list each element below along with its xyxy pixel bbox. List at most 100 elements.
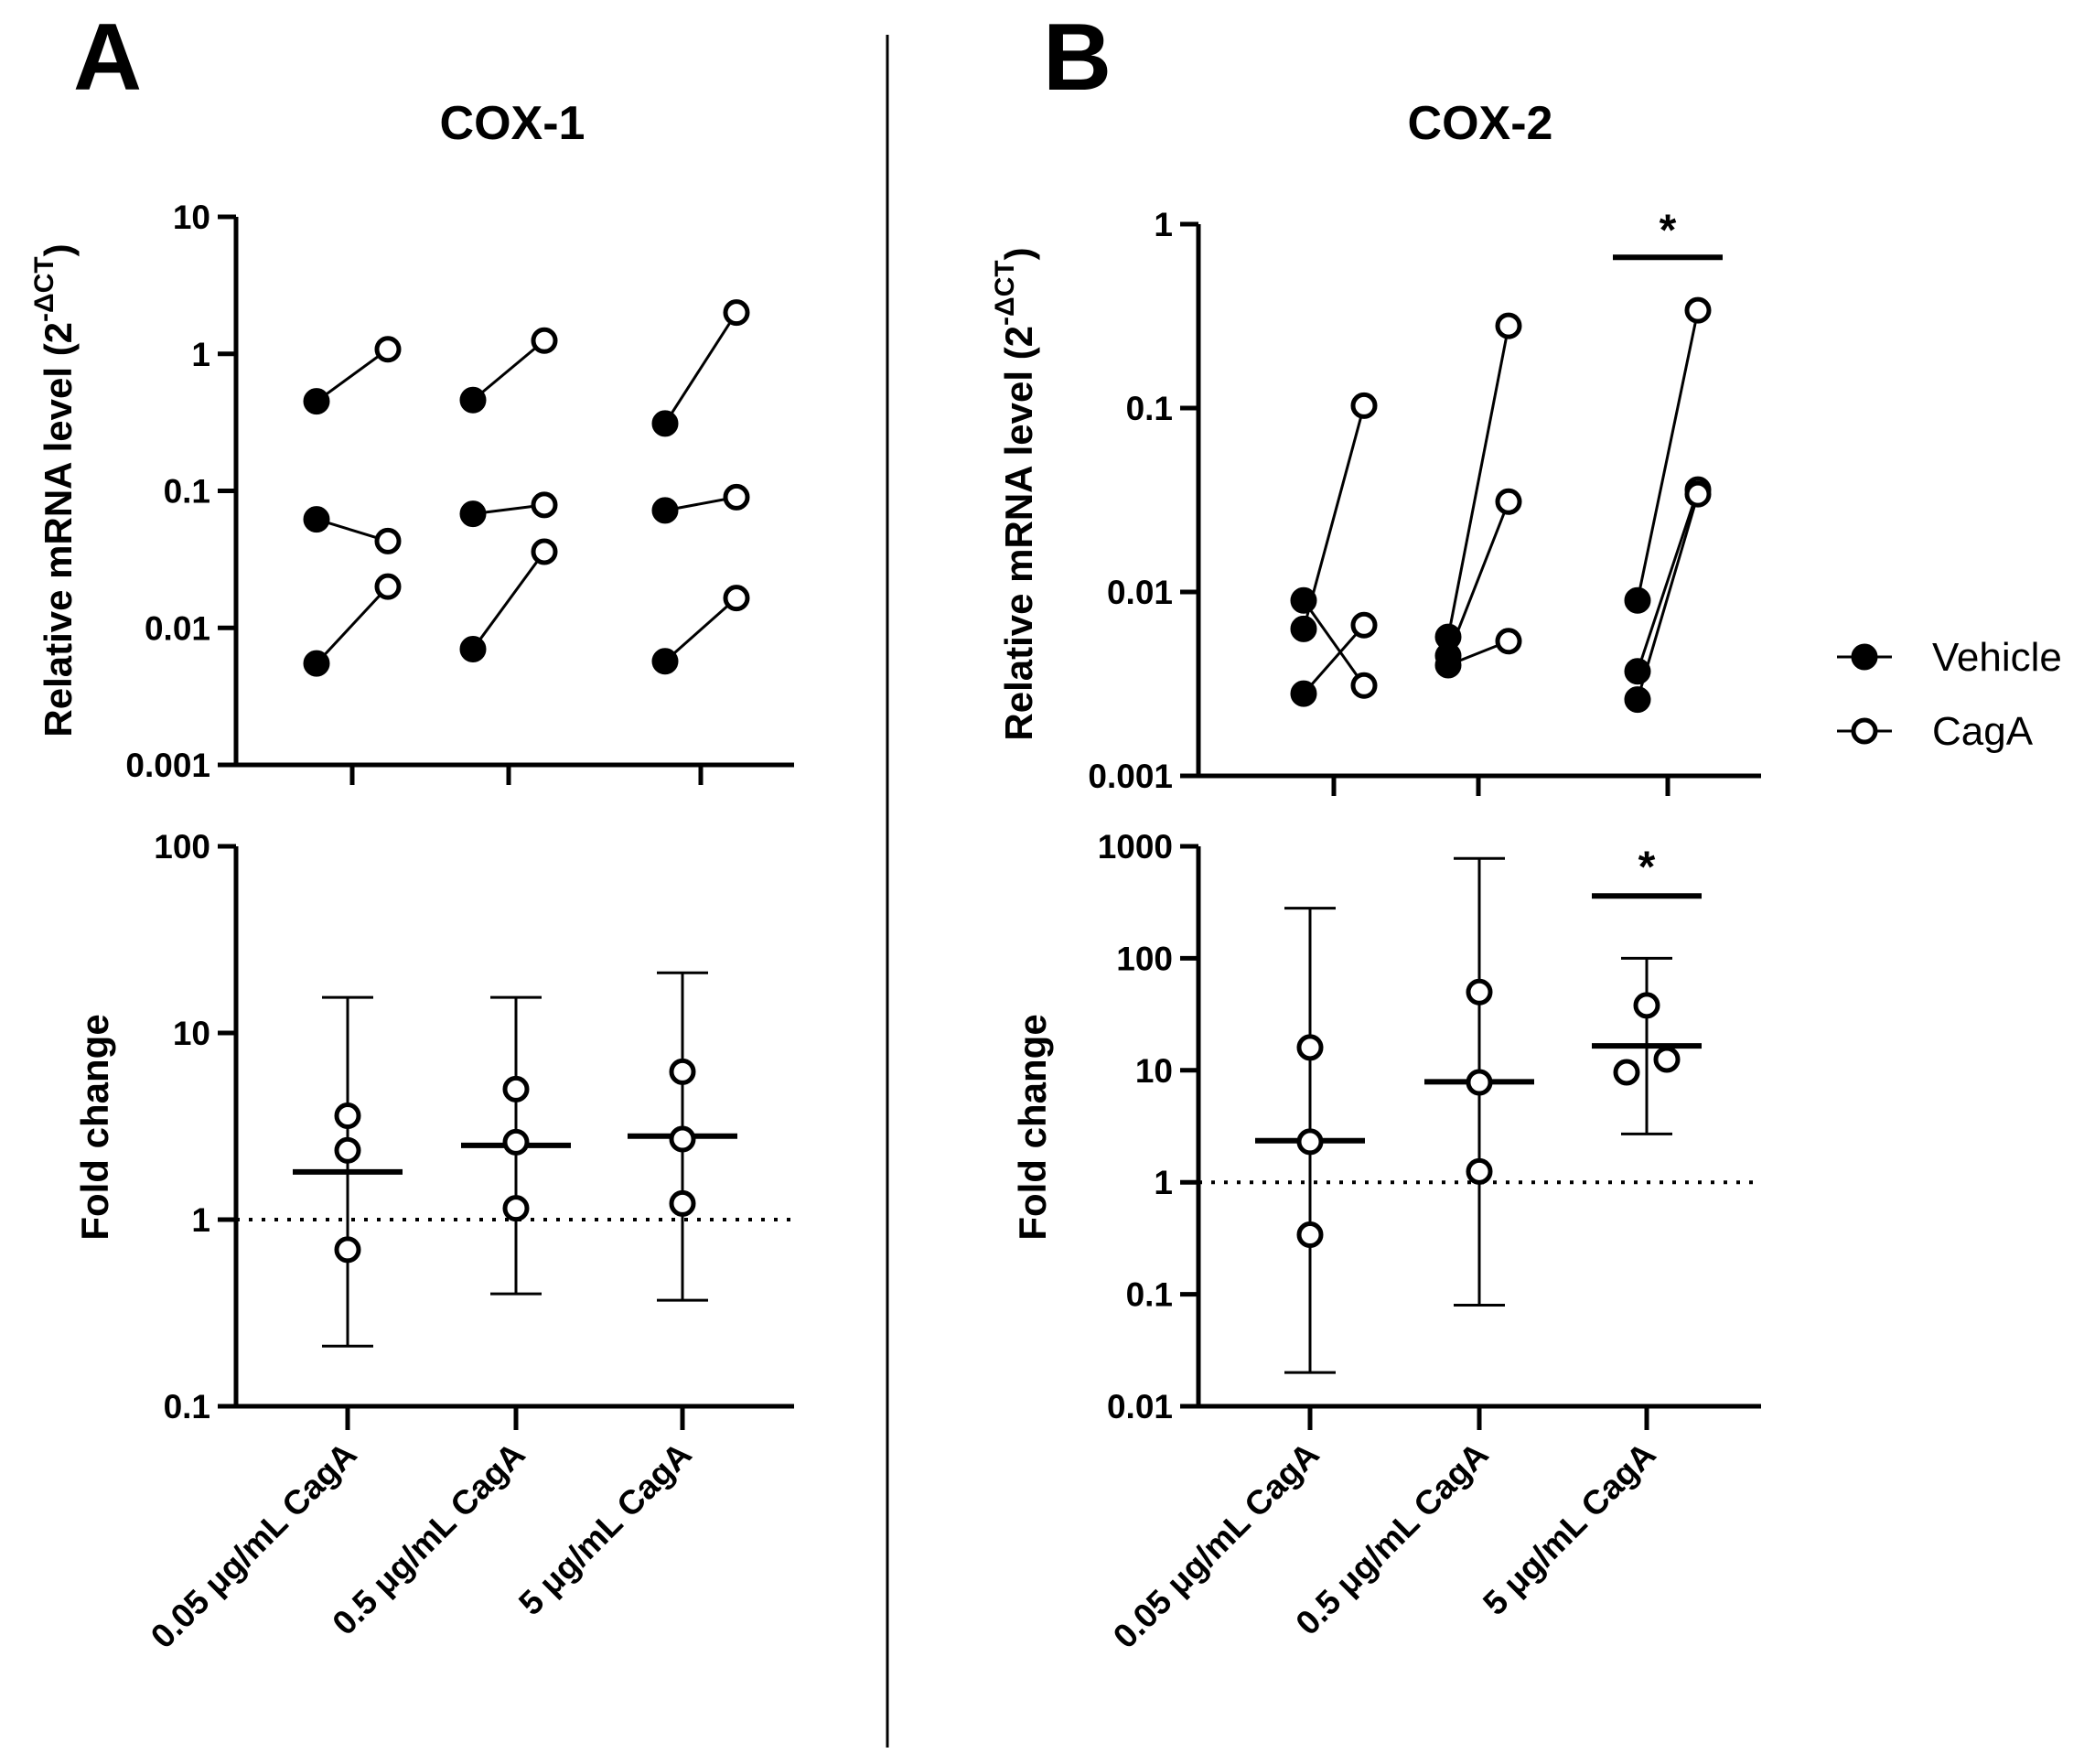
fold-point <box>1633 992 1660 1019</box>
chart-title: COX-2 <box>1408 97 1553 150</box>
fold-point <box>669 1058 696 1085</box>
vehicle-point <box>1434 651 1462 679</box>
y-axis-label-superscript: -ΔCT <box>29 256 59 322</box>
significance-asterisk: * <box>1660 206 1677 254</box>
y-tick-label: 1 <box>1154 1164 1173 1201</box>
caga-point <box>1350 392 1378 419</box>
y-tick-label: 10 <box>1135 1052 1173 1090</box>
fold-point <box>1296 1034 1324 1061</box>
vehicle-point <box>651 648 679 675</box>
pair-connector-line <box>1302 599 1366 687</box>
caga-point <box>531 327 558 354</box>
vehicle-point <box>459 386 487 414</box>
y-tick-label: 0.1 <box>1126 1276 1173 1314</box>
fold-point <box>1613 1059 1640 1086</box>
caga-point <box>723 483 750 511</box>
caga-point <box>374 336 402 363</box>
category-label: 5 μg/mL CagA <box>1476 1436 1662 1622</box>
significance-asterisk: * <box>1638 843 1656 891</box>
caga-point <box>1495 628 1522 655</box>
caga-point <box>1495 312 1522 339</box>
y-axis-label-text: Relative mRNA level (2 <box>37 322 80 737</box>
pair-connector-line <box>471 551 546 651</box>
vehicle-point <box>459 635 487 662</box>
chart-title: COX-1 <box>440 97 585 150</box>
fold-point <box>502 1195 530 1222</box>
y-tick-label: 1 <box>191 1201 210 1239</box>
y-tick-label: 0.01 <box>1107 1388 1173 1425</box>
fold-point <box>1653 1046 1681 1073</box>
y-tick-label: 0.001 <box>1088 758 1173 795</box>
caga-point <box>374 573 402 600</box>
pair-connector-line <box>664 597 737 662</box>
y-tick-label: 0.01 <box>145 609 210 647</box>
pair-connector-line <box>472 339 545 402</box>
y-axis-label: Relative mRNA level (2-ΔCT) <box>29 243 80 737</box>
pair-connector-line <box>1302 405 1366 629</box>
y-tick-label: 0.1 <box>164 473 210 511</box>
pair-connector-line <box>1636 309 1700 601</box>
legend-caga-marker <box>1851 717 1878 745</box>
y-tick-label: 0.01 <box>1107 574 1173 611</box>
vehicle-point <box>1624 658 1651 685</box>
legend-vehicle-label: Vehicle <box>1932 635 2062 680</box>
fold-point <box>334 1236 361 1264</box>
y-axis-label: Fold change <box>73 1014 116 1240</box>
caga-point <box>1350 611 1378 639</box>
caga-point <box>374 527 402 554</box>
vehicle-point <box>459 500 487 528</box>
vehicle-point <box>1290 680 1317 707</box>
y-tick-label: 0.001 <box>125 747 210 784</box>
caga-point <box>1350 672 1378 699</box>
y-axis-label: Relative mRNA level (2-ΔCT) <box>990 247 1040 740</box>
pair-connector-line <box>1636 489 1700 672</box>
chart-cox1-mrna: 0.001 0.01 0.1 1 10 Relative mRNA level (2-ΔC… <box>29 97 794 785</box>
y-axis-label-text: Fold change <box>73 1014 116 1240</box>
y-tick-label: 10 <box>173 1015 210 1052</box>
pair-connector-line <box>316 348 389 403</box>
fold-point <box>1466 1157 1493 1185</box>
vehicle-point <box>1290 586 1317 614</box>
y-axis-label-text: Fold change <box>1011 1014 1054 1240</box>
legend: Vehicle CagA <box>1837 635 2062 754</box>
caga-point <box>531 538 558 565</box>
panel-letter-a: A <box>73 5 142 111</box>
y-axis-label-text: Relative mRNA level (2 <box>997 326 1040 741</box>
vehicle-point <box>303 506 330 533</box>
fold-point <box>334 1136 361 1164</box>
category-label: 0.05 μg/mL CagA <box>1106 1436 1327 1656</box>
y-tick-label: 1000 <box>1098 828 1173 866</box>
pair-connector-line <box>1302 624 1366 695</box>
y-tick-label: 0.1 <box>1126 390 1173 427</box>
vehicle-point <box>1290 615 1317 642</box>
vehicle-point <box>1624 586 1651 614</box>
y-axis-label: Fold change <box>1011 1014 1054 1240</box>
panel-letter-b: B <box>1043 5 1112 111</box>
vehicle-point <box>651 497 679 524</box>
caga-point <box>723 585 750 612</box>
fold-point <box>669 1189 696 1217</box>
y-axis-label-close: ) <box>37 243 80 256</box>
pair-connector-line <box>663 311 738 425</box>
y-axis-label-superscript: -ΔCT <box>990 260 1020 326</box>
caga-point <box>1684 480 1712 508</box>
fold-point <box>1466 1069 1493 1096</box>
caga-point <box>1495 488 1522 515</box>
y-tick-label: 100 <box>1116 940 1173 977</box>
vehicle-point <box>651 410 679 437</box>
pair-connector-line <box>315 586 390 665</box>
fold-point <box>1296 1128 1324 1156</box>
caga-point <box>531 491 558 519</box>
vehicle-point <box>303 388 330 415</box>
pair-connector-line <box>1446 325 1510 638</box>
chart-cox2-fold: 0.01 0.1 1 10 100 1000 Fold change * <box>1011 828 1761 1430</box>
fold-point <box>669 1125 696 1153</box>
fold-point <box>1296 1221 1324 1249</box>
category-label: 5 μg/mL CagA <box>511 1436 698 1622</box>
fold-point <box>1466 978 1493 1006</box>
caga-point <box>1684 296 1712 324</box>
vehicle-point <box>303 650 330 677</box>
